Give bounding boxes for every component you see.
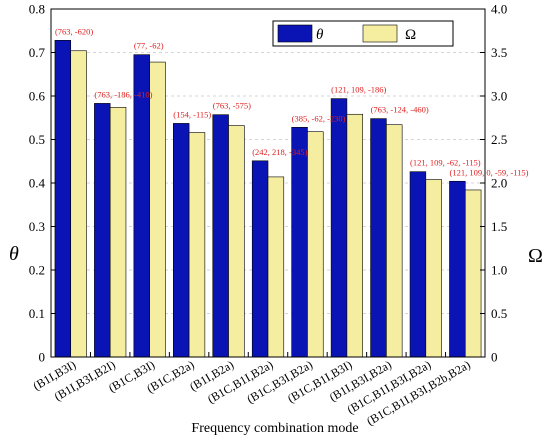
legend-swatch-theta bbox=[277, 24, 313, 43]
bar-annotation: (763, -575) bbox=[213, 101, 251, 111]
bar-theta bbox=[409, 171, 427, 358]
bar-theta bbox=[173, 123, 190, 358]
bar-theta bbox=[133, 54, 150, 358]
bar-theta bbox=[212, 114, 229, 358]
y-tick-label-left: 0.6 bbox=[29, 89, 46, 104]
legend-label-omega: Ω bbox=[405, 27, 416, 43]
bar-omega bbox=[109, 107, 127, 358]
bar-annotation: (77, -62) bbox=[134, 41, 164, 51]
bar-theta bbox=[94, 103, 111, 358]
x-axis-title: Frequency combination mode bbox=[191, 421, 358, 436]
y-tick-label-right: 3.0 bbox=[491, 89, 507, 104]
y-tick-label-right: 4.0 bbox=[491, 2, 507, 17]
category-labels: (B1I,B3I)(B1I,B3I,B2I)(B1C,B3I)(B1C,B2a)… bbox=[31, 357, 473, 428]
y-tick-label-right: 1.0 bbox=[491, 263, 507, 278]
bar-theta bbox=[251, 160, 269, 358]
bar-omega bbox=[70, 50, 87, 358]
bar-annotation: (154, -115) bbox=[173, 109, 211, 119]
bar-omega bbox=[386, 124, 403, 358]
bar-omega bbox=[307, 131, 324, 358]
y-axis-right-title: Ω bbox=[528, 245, 543, 267]
y-tick-label-left: 0.7 bbox=[29, 45, 46, 60]
bar-omega bbox=[188, 132, 206, 358]
bar-annotation: (763, -620) bbox=[55, 26, 93, 36]
bar-theta bbox=[449, 180, 466, 358]
bar-annotation: (242, 218, -345) bbox=[252, 147, 307, 157]
legend: θ Ω bbox=[272, 20, 454, 47]
y-tick-label-right: 0.5 bbox=[491, 306, 507, 321]
bar-theta bbox=[54, 40, 72, 358]
y-tick-label-left: 0.1 bbox=[29, 306, 45, 321]
y-tick-label-left: 0 bbox=[39, 350, 46, 365]
legend-swatch-omega bbox=[362, 24, 398, 43]
legend-label-theta: θ bbox=[316, 27, 324, 43]
bar-omega bbox=[346, 113, 363, 358]
bar-annotation: (121, 109, -186) bbox=[331, 85, 386, 95]
y-tick-label-right: 2.0 bbox=[491, 176, 507, 191]
bar-omega bbox=[464, 189, 482, 358]
bar-annotation: (763, -186, -410) bbox=[94, 89, 152, 99]
bar-omega bbox=[228, 125, 245, 358]
y-tick-label-left: 0.2 bbox=[29, 263, 45, 278]
y-tick-label-right: 3.5 bbox=[491, 45, 507, 60]
bar-annotation: (121, 109, 0, -59, -115) bbox=[449, 167, 528, 177]
y-tick-label-right: 0 bbox=[491, 350, 498, 365]
y-tick-label-right: 1.5 bbox=[491, 219, 507, 234]
y-tick-label-left: 0.8 bbox=[29, 2, 45, 17]
bar-theta bbox=[330, 98, 348, 358]
y-tick-label-left: 0.4 bbox=[29, 176, 46, 191]
bar-annotation: (121, 109, -62, -115) bbox=[410, 158, 481, 168]
bar-annotation: (763, -124, -460) bbox=[371, 105, 429, 115]
y-tick-label-left: 0.5 bbox=[29, 132, 45, 147]
bar-annotations: (763, -620) (763, -186, -410) (77, -62) (15… bbox=[55, 26, 529, 177]
bar-omega bbox=[149, 61, 166, 358]
bar-omega bbox=[425, 179, 442, 358]
bar-omega bbox=[267, 176, 285, 358]
y-axis-left-title: θ bbox=[9, 243, 19, 265]
bar-annotation: (385, -62, -230) bbox=[292, 113, 346, 123]
bar-theta bbox=[291, 127, 308, 358]
axis-ticks: 0 0 0.1 0.5 0.2 1.0 0.3 1.5 0.4 2.0 0.5 2.5 0.6 3.0 0.… bbox=[29, 2, 508, 365]
bars bbox=[54, 40, 482, 358]
y-tick-label-left: 0.3 bbox=[29, 219, 45, 234]
bar-theta bbox=[370, 118, 387, 358]
y-tick-label-right: 2.5 bbox=[491, 132, 507, 147]
